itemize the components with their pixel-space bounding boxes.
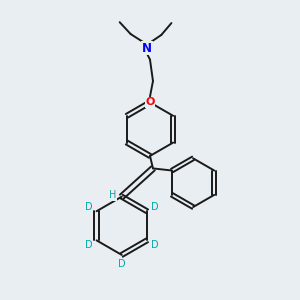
Text: H: H (109, 190, 116, 200)
Text: D: D (85, 240, 93, 250)
Text: O: O (145, 98, 155, 107)
Text: D: D (85, 202, 93, 212)
Text: D: D (151, 202, 158, 212)
Text: D: D (118, 259, 126, 269)
Text: N: N (142, 42, 152, 55)
Text: D: D (151, 240, 158, 250)
